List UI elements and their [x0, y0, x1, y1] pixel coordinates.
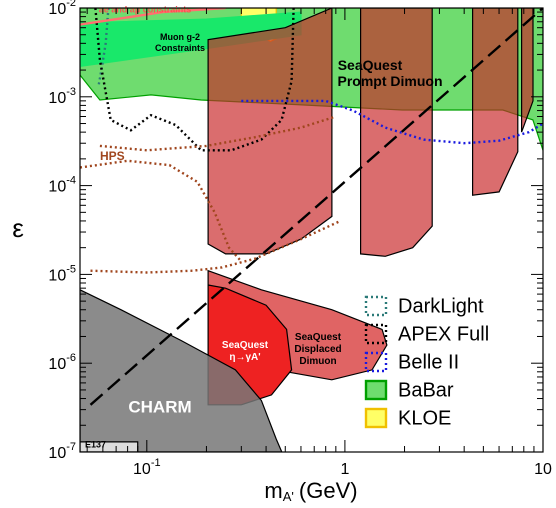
annotation: SeaQuest Displaced Dimuon: [294, 332, 341, 367]
tick-label: 10-2: [48, 0, 76, 18]
tick-base: 10: [534, 461, 552, 478]
tick-exponent: -6: [66, 352, 76, 364]
region: [472, 8, 519, 196]
tick-exponent: -2: [66, 0, 76, 9]
tick-base: 10: [48, 179, 66, 196]
region: [80, 441, 139, 452]
annotation: SeaQuest η→γA': [222, 340, 269, 363]
curve: [97, 8, 110, 87]
x-axis-label: mA' (GeV): [264, 478, 357, 505]
tick-exponent: -4: [66, 175, 76, 187]
tick-base: 10: [48, 1, 66, 18]
legend: DarkLight APEX Full Belle II BaBar KLOE: [364, 295, 489, 429]
legend-swatch: [364, 407, 388, 429]
legend-swatch: [364, 295, 388, 317]
tick-label: 10-4: [48, 175, 76, 196]
region: [80, 289, 283, 452]
legend-label: KLOE: [398, 407, 451, 429]
tick-base: 10: [48, 90, 66, 107]
annotation: CHARM: [128, 397, 191, 416]
tick-base: 1: [340, 461, 349, 478]
curve: [89, 8, 543, 406]
tick-label: 10-6: [48, 352, 76, 373]
legend-swatch: [364, 379, 388, 401]
curve: [94, 8, 295, 152]
curve: [80, 159, 243, 263]
tick-label: 10: [534, 461, 552, 478]
tick-exponent: -5: [66, 263, 76, 275]
legend-label: DarkLight: [398, 295, 484, 317]
legend-swatch: [364, 323, 388, 345]
annotation: Muon g-2 Constraints: [155, 32, 205, 53]
tick-label: 10-7: [48, 441, 76, 462]
legend-label: Belle II: [398, 351, 459, 373]
legend-swatch: [364, 351, 388, 373]
curve: [241, 99, 543, 145]
plot-area: [80, 8, 543, 452]
tick-base: 10: [133, 461, 151, 478]
tick-label: 10-1: [133, 457, 161, 478]
annotation: E137: [85, 439, 106, 449]
curve: [80, 8, 226, 26]
region: [207, 8, 333, 255]
annotation: HPS: [100, 149, 125, 163]
tick-exponent: -1: [151, 457, 161, 469]
plot-frame: [79, 7, 544, 453]
tick-base: 10: [48, 268, 66, 285]
legend-label: BaBar: [398, 379, 454, 401]
tick-exponent: -3: [66, 86, 76, 98]
annotation: ae and aμ constraints: [99, 4, 192, 14]
annotation: SeaQuest Prompt Dimuon: [338, 57, 443, 89]
annotations: ae and aμ constraints Muon g-2 Constraint…: [85, 4, 443, 449]
tick-label: 1: [340, 461, 349, 478]
tick-base: 10: [48, 445, 66, 462]
curve: [90, 219, 342, 274]
tick-base: 10: [48, 356, 66, 373]
tick-exponent: -7: [66, 441, 76, 453]
curve: [99, 115, 337, 152]
tick-label: 10-3: [48, 86, 76, 107]
region: [520, 8, 534, 133]
y-axis-label: ε: [12, 213, 24, 243]
legend-label: APEX Full: [398, 323, 489, 345]
tick-label: 10-5: [48, 263, 76, 284]
